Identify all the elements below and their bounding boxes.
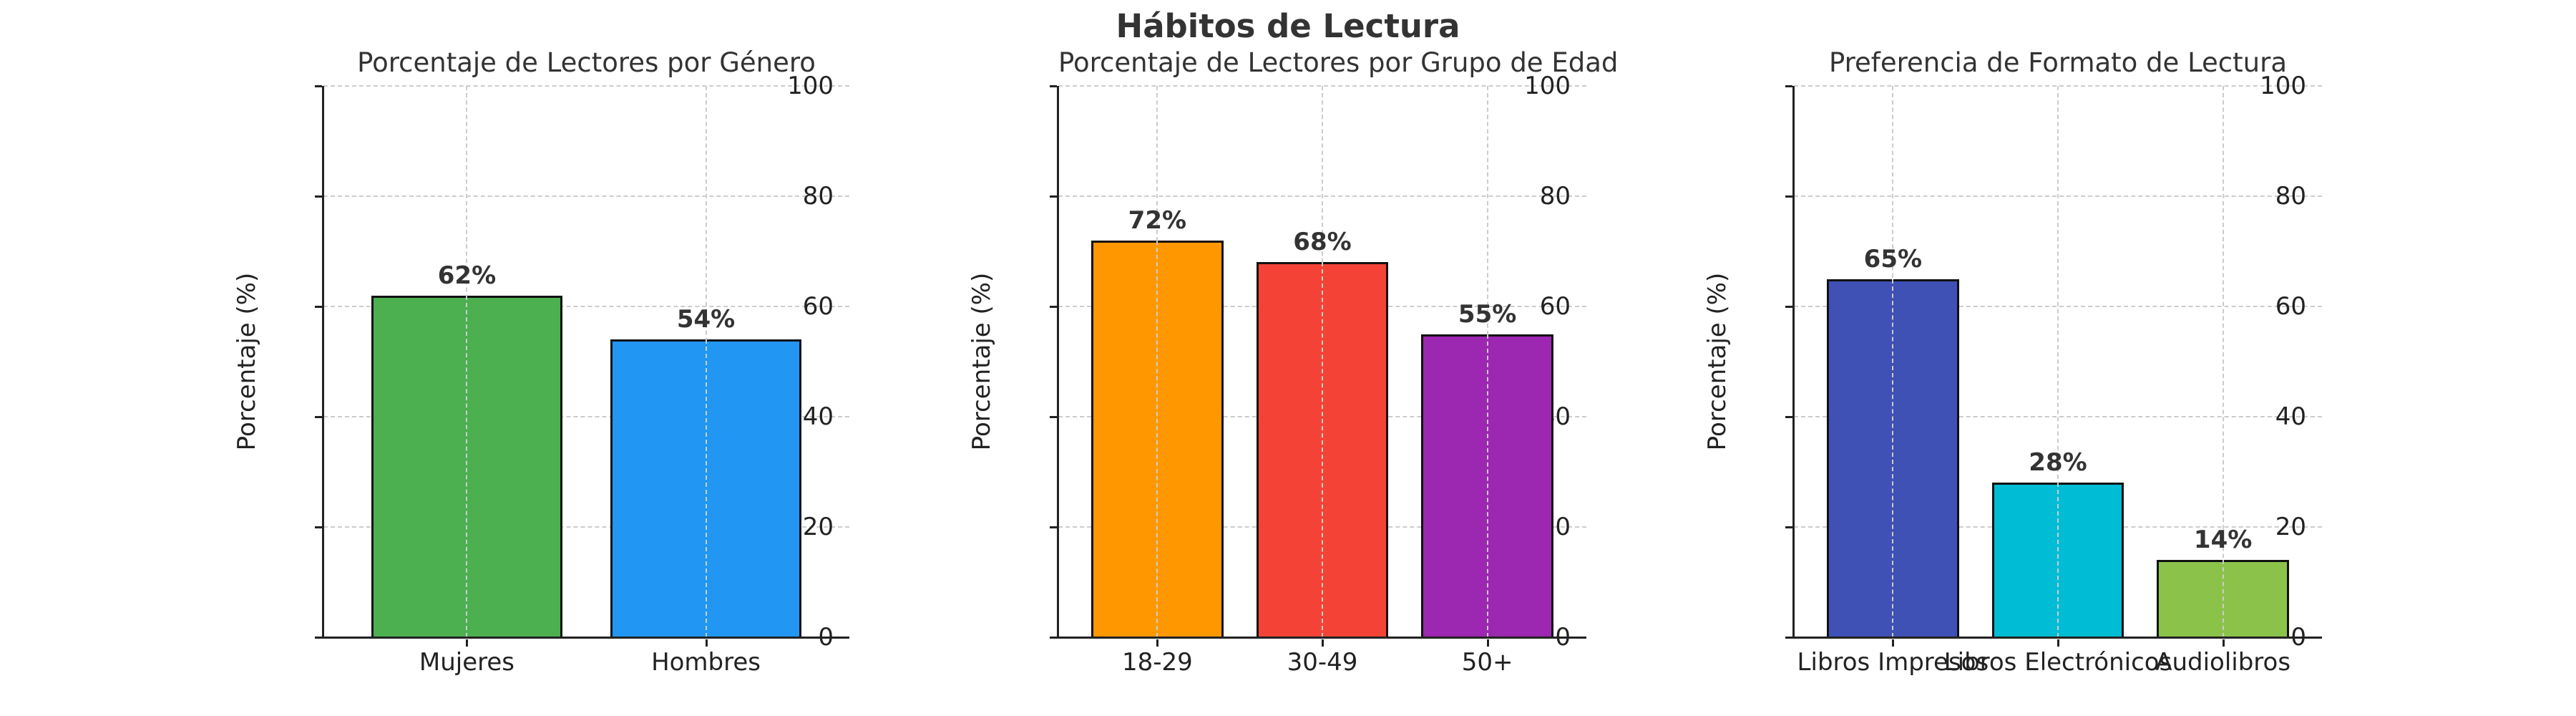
gridline-vertical-overlay (1892, 279, 1894, 637)
gridline-horizontal (323, 416, 849, 417)
x-tick-mark (2222, 639, 2225, 647)
y-tick-label: 40 (802, 402, 834, 431)
y-tick-mark (1050, 637, 1057, 639)
gridline-vertical-overlay (1156, 240, 1158, 637)
gridline-vertical-overlay (705, 339, 707, 637)
y-tick-mark (1050, 306, 1057, 308)
x-axis-line (1057, 637, 1586, 639)
y-axis-label: Porcentaje (%) (1703, 272, 1732, 451)
x-tick-mark (1156, 639, 1159, 647)
x-tick-label: Libros Impresos (1797, 648, 1989, 677)
gridline-vertical-overlay (2057, 483, 2059, 637)
y-tick-mark (1785, 85, 1792, 87)
gridline-vertical-overlay (2222, 560, 2224, 637)
x-tick-mark (2057, 639, 2059, 647)
y-tick-label: 80 (802, 182, 834, 211)
y-tick-mark (1050, 526, 1057, 528)
gridline-horizontal (323, 85, 849, 87)
x-tick-label: Audiolibros (2155, 648, 2291, 677)
y-axis-line (1057, 86, 1059, 639)
gridline-vertical-overlay (1322, 262, 1323, 637)
x-tick-label: Mujeres (419, 648, 515, 677)
y-axis-line (1792, 86, 1795, 639)
y-tick-label: 60 (2275, 292, 2306, 321)
y-tick-mark (315, 85, 322, 87)
bar-value-label: 55% (1458, 299, 1517, 329)
bar-value-label: 54% (676, 305, 736, 334)
y-tick-mark (315, 195, 322, 198)
subplot-title: Porcentaje de Lectores por Grupo de Edad (1058, 47, 1619, 78)
bar-value-label: 14% (2193, 526, 2253, 555)
y-tick-label: 100 (787, 72, 834, 100)
x-axis-line (1792, 637, 2322, 639)
plot-area: 0 20 40 60 80 100 72% 18-29 68% 30-49 55% 50+ (1050, 72, 1586, 677)
y-tick-mark (1785, 526, 1792, 528)
x-tick-mark (1892, 639, 1895, 647)
bar-value-label: 62% (437, 261, 497, 290)
x-tick-label: 18-29 (1121, 648, 1193, 677)
subplot-title: Preferencia de Formato de Lectura (1828, 47, 2287, 78)
y-tick-mark (1050, 416, 1057, 418)
plot-area: 0 20 40 60 80 100 62% Mujeres 54% Hombres (315, 72, 849, 677)
x-tick-mark (466, 639, 469, 647)
plot-area: 0 20 40 60 80 100 65% Libros Impresos 28% Libros … (1785, 72, 2322, 677)
y-tick-mark (315, 526, 322, 528)
gridline-vertical (2057, 86, 2059, 637)
bar-value-label: 28% (2029, 448, 2087, 478)
y-tick-label: 60 (1539, 292, 1571, 321)
gridline-vertical-overlay (1486, 334, 1488, 637)
subplot-title: Porcentaje de Lectores por Género (357, 47, 816, 78)
y-tick-label: 20 (2275, 513, 2306, 541)
y-tick-mark (1050, 85, 1057, 87)
y-axis-line (322, 86, 324, 639)
x-tick-mark (1486, 639, 1489, 647)
y-tick-label: 20 (802, 513, 834, 541)
x-tick-label: Hombres (651, 648, 761, 677)
gridline-vertical (2222, 86, 2224, 637)
y-tick-label: 60 (802, 292, 834, 321)
y-tick-label: 80 (1539, 182, 1571, 211)
y-tick-mark (1785, 416, 1792, 418)
y-tick-label: 100 (2260, 72, 2306, 100)
y-tick-mark (315, 637, 322, 639)
x-tick-label: 50+ (1461, 648, 1513, 677)
bar-value-label: 65% (1863, 244, 1923, 274)
y-tick-mark (1785, 637, 1792, 639)
x-tick-label: Libros Electrónicos (1943, 648, 2172, 677)
gridline-horizontal (323, 306, 849, 307)
y-tick-mark (1050, 195, 1057, 198)
figure-title: Hábitos de Lectura (1116, 7, 1460, 45)
y-tick-mark (315, 416, 322, 418)
gridline-horizontal (323, 195, 849, 197)
y-tick-mark (1785, 306, 1792, 308)
gridline-horizontal (323, 526, 849, 528)
y-tick-label: 40 (2275, 402, 2306, 431)
x-tick-label: 30-49 (1287, 648, 1358, 677)
gridline-vertical-overlay (466, 295, 468, 637)
x-tick-mark (1322, 639, 1324, 647)
bar-value-label: 72% (1128, 205, 1187, 235)
y-tick-mark (315, 306, 322, 308)
y-tick-mark (1785, 195, 1792, 198)
x-axis-line (322, 637, 849, 639)
bar-value-label: 68% (1293, 228, 1352, 257)
y-tick-label: 100 (1524, 72, 1571, 100)
y-tick-label: 80 (2275, 182, 2306, 211)
x-tick-mark (705, 639, 708, 647)
